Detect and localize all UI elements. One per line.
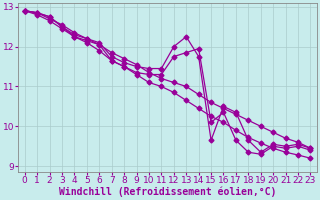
- X-axis label: Windchill (Refroidissement éolien,°C): Windchill (Refroidissement éolien,°C): [59, 187, 276, 197]
